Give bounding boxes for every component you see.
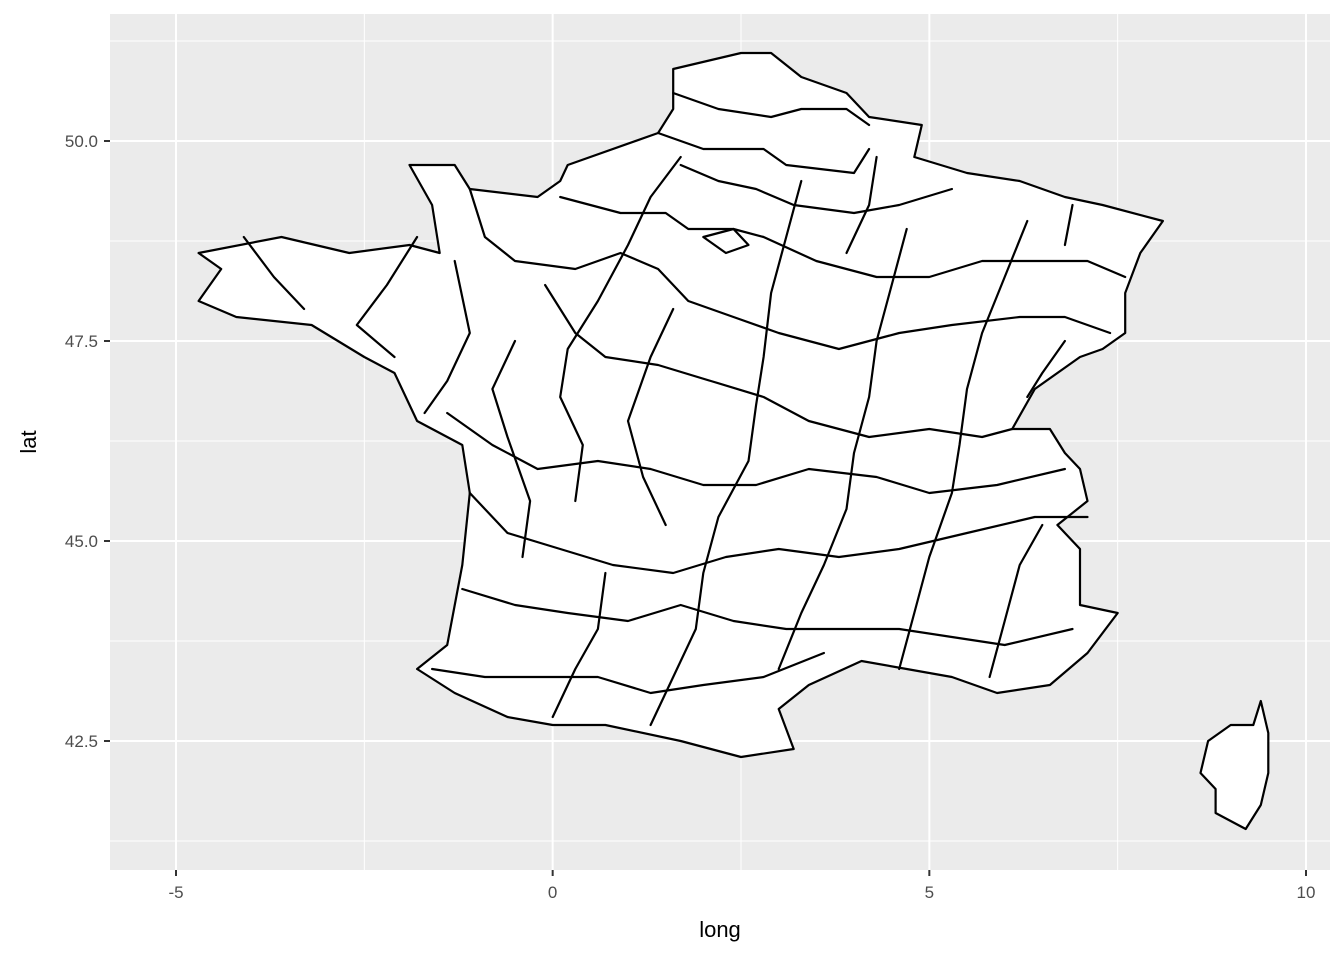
departement-border-3	[559, 195, 1127, 279]
y-tick-label-3: 50.0	[65, 132, 98, 151]
departement-border-18	[559, 155, 682, 503]
departement-border-24	[702, 227, 750, 255]
departement-border-4	[468, 187, 1112, 351]
y-tick-label-0: 42.5	[65, 732, 98, 751]
x-tick-label-0: -5	[168, 883, 183, 902]
departement-map	[197, 51, 1270, 831]
departement-border-9	[446, 411, 1067, 495]
departement-border-10	[468, 491, 1089, 575]
y-axis-title: lat	[16, 430, 41, 453]
x-tick-label-2: 5	[925, 883, 934, 902]
y-tick-label-2: 47.5	[65, 332, 98, 351]
departement-border-6	[242, 235, 306, 311]
departement-border-0	[672, 91, 871, 127]
x-axis-title: long	[699, 917, 741, 942]
departement-border-23	[1026, 339, 1067, 399]
departement-border-5	[355, 235, 419, 359]
departement-border-14	[649, 179, 803, 727]
departement-border-8	[543, 283, 1014, 439]
corsica-outline	[1199, 699, 1270, 831]
departement-border-17	[988, 523, 1044, 679]
departement-border-13	[551, 571, 607, 719]
departement-border-22	[1063, 203, 1074, 247]
departement-border-7	[423, 259, 471, 415]
x-tick-label-3: 10	[1297, 883, 1316, 902]
axes: -5 0 5 10 42.5 45.0 47.5 50.0	[65, 132, 1316, 902]
departement-border-15	[777, 227, 908, 671]
departement-border-1	[656, 131, 871, 175]
departement-border-16	[898, 219, 1029, 671]
departement-border-21	[845, 155, 878, 255]
departement-border-20	[626, 307, 675, 527]
x-tick-label-1: 0	[548, 883, 557, 902]
departement-border-11	[461, 587, 1074, 647]
departement-border-19	[491, 339, 532, 559]
departement-border-12	[431, 651, 826, 695]
y-tick-label-1: 45.0	[65, 532, 98, 551]
